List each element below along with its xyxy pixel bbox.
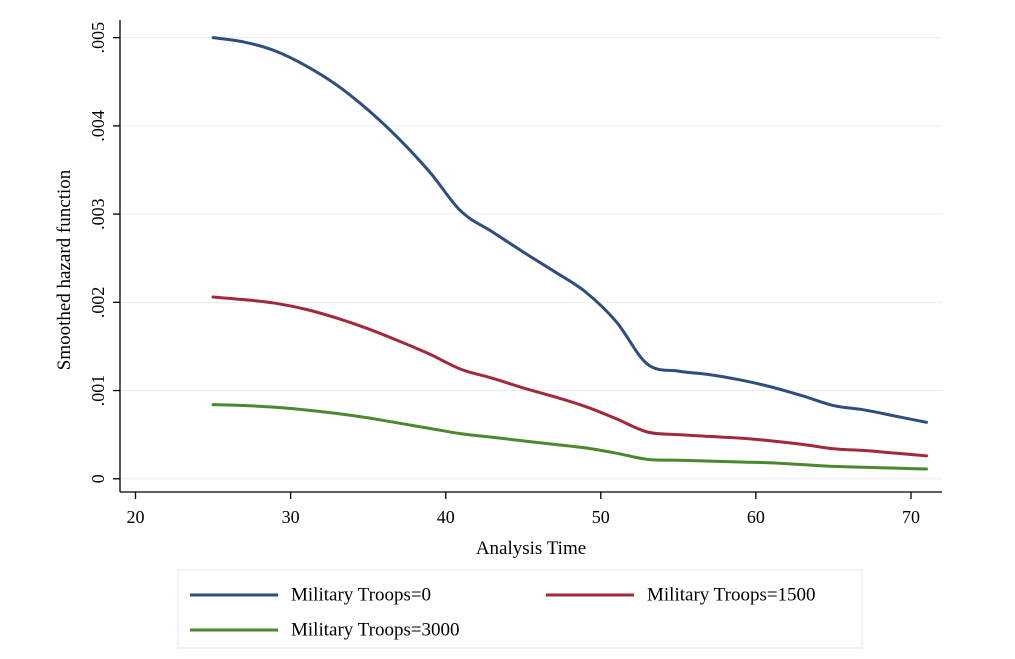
series-line-3	[211, 403, 928, 471]
y-tick-label: .004	[88, 110, 108, 142]
y-axis-title: Smoothed hazard function	[54, 169, 75, 370]
x-tick-label: 30	[282, 507, 300, 527]
legend-label-3: Military Troops=3000	[291, 620, 460, 641]
y-tick-label: 0	[88, 474, 108, 483]
series-line-2	[211, 295, 928, 458]
series-lines	[211, 36, 928, 471]
y-tick-label: .005	[88, 22, 108, 54]
x-tick-label: 60	[747, 507, 765, 527]
legend-box	[177, 569, 863, 649]
y-tick-label: .003	[88, 198, 108, 230]
legend-label-2: Military Troops=1500	[647, 585, 816, 606]
x-tick-label: 50	[592, 507, 610, 527]
y-tick-label: .002	[88, 287, 108, 319]
legend: Military Troops=0 Military Troops=1500 Mil…	[177, 569, 863, 649]
x-tick-label: 40	[437, 507, 455, 527]
y-tick-label: .001	[88, 375, 108, 407]
axes: 20 30 40 50 60 70 0 .001 .002 .003 .004 .005	[88, 20, 942, 527]
x-tick-label: 70	[902, 507, 920, 527]
series-line-1	[211, 36, 928, 424]
x-tick-label: 20	[127, 507, 145, 527]
x-axis-title: Analysis Time	[476, 538, 586, 559]
legend-label-1: Military Troops=0	[291, 585, 431, 606]
